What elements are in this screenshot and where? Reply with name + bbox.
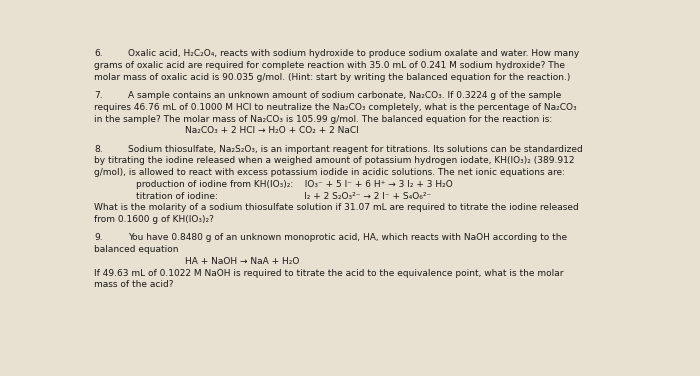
Text: If 49.63 mL of 0.1022 M NaOH is required to titrate the acid to the equivalence : If 49.63 mL of 0.1022 M NaOH is required… [94,269,564,278]
Text: Na₂CO₃ + 2 HCl → H₂O + CO₂ + 2 NaCl: Na₂CO₃ + 2 HCl → H₂O + CO₂ + 2 NaCl [185,126,359,135]
Text: grams of oxalic acid are required for complete reaction with 35.0 mL of 0.241 M : grams of oxalic acid are required for co… [94,61,565,70]
Text: production of iodine from KH(IO₃)₂:    IO₃⁻ + 5 I⁻ + 6 H⁺ → 3 I₂ + 3 H₂O: production of iodine from KH(IO₃)₂: IO₃⁻… [136,180,453,189]
Text: balanced equation: balanced equation [94,245,178,254]
Text: requires 46.76 mL of 0.1000 M HCl to neutralize the Na₂CO₃ completely, what is t: requires 46.76 mL of 0.1000 M HCl to neu… [94,103,577,112]
Text: Oxalic acid, H₂C₂O₄, reacts with sodium hydroxide to produce sodium oxalate and : Oxalic acid, H₂C₂O₄, reacts with sodium … [128,50,580,58]
Text: g/mol), is allowed to react with excess potassium iodide in acidic solutions. Th: g/mol), is allowed to react with excess … [94,168,565,177]
Text: titration of iodine:                              I₂ + 2 S₂O₃²⁻ → 2 I⁻ + S₄O₆²⁻: titration of iodine: I₂ + 2 S₂O₃²⁻ → 2 I… [136,192,432,201]
Text: HA + NaOH → NaA + H₂O: HA + NaOH → NaA + H₂O [185,257,300,266]
Text: from 0.1600 g of KH(IO₃)₂?: from 0.1600 g of KH(IO₃)₂? [94,215,214,224]
Text: 9.: 9. [94,233,103,243]
Text: Sodium thiosulfate, Na₂S₂O₃, is an important reagent for titrations. Its solutio: Sodium thiosulfate, Na₂S₂O₃, is an impor… [128,145,583,154]
Text: You have 0.8480 g of an unknown monoprotic acid, HA, which reacts with NaOH acco: You have 0.8480 g of an unknown monoprot… [128,233,567,243]
Text: 6.: 6. [94,50,103,58]
Text: 7.: 7. [94,91,103,100]
Text: 8.: 8. [94,145,103,154]
Text: What is the molarity of a sodium thiosulfate solution if 31.07 mL are required t: What is the molarity of a sodium thiosul… [94,203,579,212]
Text: molar mass of oxalic acid is 90.035 g/mol. (Hint: start by writing the balanced : molar mass of oxalic acid is 90.035 g/mo… [94,73,570,82]
Text: A sample contains an unknown amount of sodium carbonate, Na₂CO₃. If 0.3224 g of : A sample contains an unknown amount of s… [128,91,561,100]
Text: mass of the acid?: mass of the acid? [94,280,174,290]
Text: in the sample? The molar mass of Na₂CO₃ is 105.99 g/mol. The balanced equation f: in the sample? The molar mass of Na₂CO₃ … [94,115,552,124]
Text: by titrating the iodine released when a weighed amount of potassium hydrogen iod: by titrating the iodine released when a … [94,156,575,165]
